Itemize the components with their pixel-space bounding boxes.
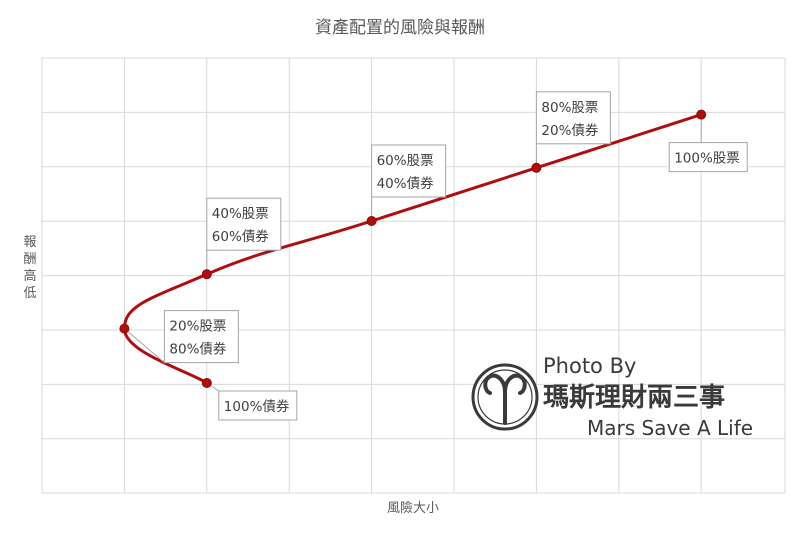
label-leader [124, 328, 165, 363]
data-label: 100%債券 [206, 382, 298, 421]
watermark-photo-by: Photo By [543, 354, 636, 378]
data-label-text: 40%股票 [212, 206, 269, 222]
data-point [366, 216, 377, 226]
data-label: 100%股票 [668, 114, 748, 173]
label-box [535, 91, 611, 145]
watermark-tagline: Mars Save A Life [587, 416, 753, 440]
data-label: 40%股票 60%債券 [206, 197, 282, 275]
data-label-text: 100%股票 [674, 151, 740, 167]
data-point [201, 378, 212, 388]
data-label-text: 80%股票 [541, 100, 598, 116]
label-box [668, 142, 748, 173]
y-axis-label: 報酬高低 [23, 235, 36, 301]
x-axis-label: 風險大小 [387, 501, 439, 516]
data-label: 60%股票 40%債券 [371, 144, 447, 221]
data-point [201, 269, 212, 280]
label-box [206, 197, 282, 251]
data-label-text: 60%股票 [377, 153, 434, 169]
data-label-text: 20%股票 [169, 319, 226, 335]
label-box [371, 144, 447, 198]
data-points [119, 109, 707, 388]
data-point [119, 323, 130, 334]
data-labels: 100%債券 20%股票 80%債券 40%股票 60%債券 60%股票 40%債券 80%股… [124, 91, 748, 421]
plot-area [41, 57, 786, 494]
data-label-text: 40%債券 [377, 176, 435, 192]
label-box [163, 310, 239, 364]
data-point [531, 162, 542, 173]
label-box [218, 390, 298, 421]
data-label: 80%股票 20%債券 [535, 91, 611, 168]
data-label-text: 100%債券 [224, 399, 290, 415]
chart-title: 資產配置的風險與報酬 [315, 18, 485, 38]
watermark-blog-name: 瑪斯理財兩三事 [543, 383, 725, 413]
data-label-text: 80%債券 [169, 342, 227, 358]
data-label: 20%股票 80%債券 [124, 310, 239, 364]
data-label-text: 20%債券 [541, 123, 599, 139]
data-point [696, 109, 707, 120]
data-label-text: 60%債券 [212, 229, 270, 245]
watermark: Photo By 瑪斯理財兩三事 Mars Save A Life [471, 354, 753, 440]
aries-logo [471, 363, 539, 431]
